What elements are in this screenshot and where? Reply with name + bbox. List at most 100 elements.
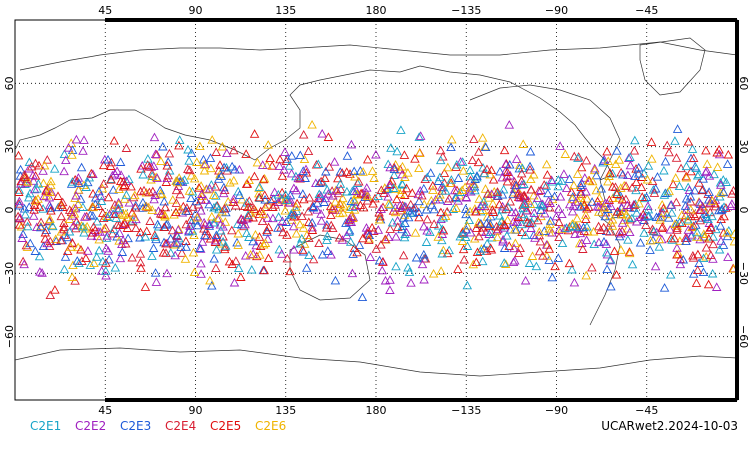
occultation-marker (379, 188, 389, 198)
occultation-marker (23, 176, 33, 186)
occultation-marker (56, 235, 66, 245)
occultation-marker (267, 161, 277, 170)
occultation-marker (619, 206, 629, 215)
occultation-marker (161, 238, 171, 248)
occultation-marker (227, 259, 238, 269)
occultation-marker (539, 180, 549, 189)
occultation-marker (465, 175, 476, 185)
occultation-marker (182, 203, 192, 212)
occultation-marker (446, 142, 456, 152)
occultation-marker (205, 275, 215, 285)
occultation-marker (461, 224, 472, 234)
occultation-marker (391, 231, 401, 241)
occultation-marker (282, 253, 293, 263)
occultation-marker (38, 178, 49, 188)
occultation-marker (625, 214, 635, 224)
occultation-marker (499, 243, 510, 252)
occultation-marker (172, 177, 183, 187)
occultation-marker (135, 249, 146, 258)
occultation-marker (384, 180, 395, 190)
lat-tick-label-left: 30 (3, 140, 16, 154)
occultation-marker (468, 259, 479, 269)
occultation-marker (59, 224, 69, 234)
occultation-marker (259, 265, 269, 275)
occultation-marker (287, 151, 297, 160)
occultation-marker (103, 246, 113, 255)
occultation-marker (544, 244, 555, 253)
occultation-marker (207, 211, 217, 221)
occultation-marker (194, 243, 205, 252)
legend-item: C2E6 (255, 419, 286, 433)
occultation-marker (102, 231, 112, 240)
occultation-marker (472, 247, 483, 257)
occultation-marker (529, 213, 539, 222)
occultation-marker (299, 194, 309, 204)
occultation-marker (330, 197, 341, 206)
occultation-marker (602, 146, 612, 156)
occultation-marker (88, 169, 98, 178)
occultation-marker (210, 235, 221, 245)
occultation-marker (250, 229, 261, 239)
occultation-marker (440, 186, 451, 195)
occultation-marker (662, 140, 672, 150)
occultation-marker (704, 171, 715, 180)
occultation-marker (28, 176, 39, 185)
occultation-marker (120, 218, 130, 227)
occultation-marker (196, 258, 206, 268)
occultation-marker (326, 210, 336, 219)
occultation-marker (436, 266, 446, 275)
occultation-marker (358, 202, 369, 212)
top-axis-bar (105, 18, 737, 22)
occultation-marker (155, 188, 166, 198)
occultation-marker (63, 143, 74, 152)
occultation-marker (189, 173, 200, 183)
occultation-marker (686, 231, 697, 241)
occultation-marker (526, 184, 536, 194)
occultation-marker (196, 194, 206, 204)
lon-tick-label-bottom: −90 (545, 404, 568, 417)
occultation-marker (166, 248, 176, 257)
occultation-marker (624, 153, 634, 163)
occultation-marker (160, 202, 171, 212)
occultation-marker (685, 196, 696, 206)
occultation-marker (81, 253, 91, 263)
occultation-marker (660, 156, 671, 166)
occultation-marker (383, 199, 394, 208)
occultation-marker (53, 202, 64, 212)
occultation-marker (337, 193, 348, 203)
occultation-marker (722, 227, 732, 237)
occultation-marker (216, 171, 227, 180)
occultation-marker (419, 221, 429, 231)
occultation-marker (335, 179, 346, 188)
occultation-marker (94, 245, 104, 255)
occultation-marker (136, 263, 146, 272)
occultation-marker (715, 188, 726, 197)
occultation-marker (48, 221, 58, 231)
coastline-australia (289, 234, 371, 301)
occultation-marker (205, 153, 216, 162)
occultation-marker (171, 237, 182, 247)
occultation-marker (462, 280, 473, 290)
occultation-marker (257, 160, 268, 169)
occultation-marker (407, 188, 418, 197)
coastline-africa-eurasia (15, 65, 613, 181)
occultation-marker (121, 143, 132, 152)
occultation-marker (15, 211, 23, 221)
occultation-marker (330, 275, 341, 285)
occultation-marker (358, 233, 368, 243)
occultation-marker (581, 235, 592, 244)
occultation-marker (291, 171, 301, 181)
occultation-marker (716, 205, 727, 215)
occultation-marker (460, 204, 471, 213)
occultation-marker (570, 229, 580, 238)
occultation-marker (395, 189, 406, 199)
occultation-marker (675, 259, 686, 269)
occultation-marker (601, 247, 612, 257)
occultation-marker (20, 209, 31, 219)
occultation-marker (658, 203, 669, 213)
occultation-marker (617, 218, 628, 227)
occultation-marker (101, 243, 111, 253)
occultation-marker (60, 252, 71, 261)
occultation-marker (38, 241, 49, 251)
occultation-marker (486, 189, 497, 199)
